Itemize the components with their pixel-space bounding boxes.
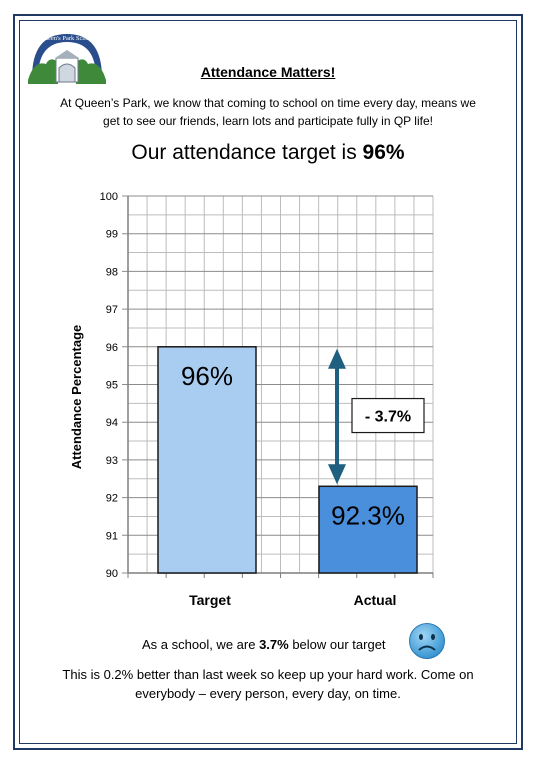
bar-target	[157, 346, 257, 574]
difference-arrow-head-up	[328, 348, 346, 369]
y-axis-label: Attendance Percentage	[69, 325, 84, 470]
difference-arrow-head-down	[328, 464, 346, 485]
y-tick-label: 100	[100, 191, 118, 203]
y-tick-label: 96	[106, 342, 118, 354]
y-tick-label: 97	[106, 304, 118, 316]
footnote-text: This is 0.2% better than last week so ke…	[62, 667, 474, 701]
target-statement-value: 96%	[362, 141, 405, 164]
summary-text: As a school, we are 3.7% below our targe…	[142, 637, 386, 652]
school-crest-logo: Queen's Park School	[28, 34, 106, 84]
page-border-outer	[13, 14, 523, 750]
y-tick-label: 95	[106, 380, 118, 392]
y-tick-label: 94	[106, 417, 118, 429]
page-border-inner	[19, 20, 517, 744]
difference-label-box	[351, 397, 425, 434]
y-tick-label: 91	[106, 530, 118, 542]
summary-suffix: below our target	[288, 637, 386, 652]
y-tick-label: 92	[106, 493, 118, 505]
y-tick-labels: 90 91 92 93 94 95 96 97 98 99 100	[100, 191, 118, 580]
x-category-labels: Target Actual	[189, 592, 396, 608]
target-statement: Our attendance target is 96%	[0, 141, 536, 165]
y-tick-label: 93	[106, 455, 118, 467]
summary-value: 3.7%	[259, 637, 289, 652]
summary-prefix: As a school, we are	[142, 637, 260, 652]
chart-bars: 96% 92.3%	[157, 346, 418, 574]
attendance-chart: 90 91 92 93 94 95 96 97 98 99 100 96% 92.3% Target A…	[69, 191, 434, 608]
difference-label: - 3.7%	[365, 409, 411, 426]
x-category-label: Target	[189, 592, 231, 608]
bar-value-label: 92.3%	[331, 500, 405, 530]
target-statement-prefix: Our attendance target is	[131, 141, 363, 164]
bar-actual	[318, 485, 418, 574]
bar-value-label: 96%	[181, 361, 233, 391]
y-tick-label: 98	[106, 266, 118, 278]
intro-text: At Queen’s Park, we know that coming to …	[60, 96, 476, 128]
x-category-label: Actual	[354, 592, 397, 608]
difference-annotation: - 3.7%	[328, 348, 425, 485]
sad-face-icon	[409, 623, 445, 659]
y-tick-label: 90	[106, 568, 118, 580]
logo-text: Queen's Park School	[40, 35, 94, 42]
page-heading: Attendance Matters!	[200, 64, 336, 80]
y-tick-label: 99	[106, 229, 118, 241]
